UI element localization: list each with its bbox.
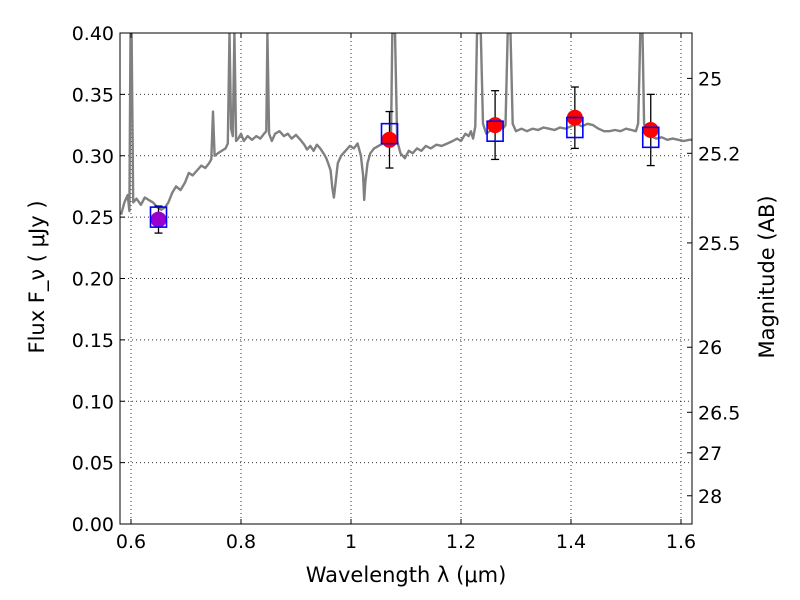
y-tick-label: 0.35: [72, 84, 114, 106]
model-band-marker: [641, 126, 660, 149]
plot-frame: [119, 32, 693, 525]
grid-lines: [120, 32, 692, 525]
model-band-marker: [566, 116, 584, 139]
model-spectrum: [120, 33, 692, 216]
y-tick-label: 0.30: [72, 146, 114, 168]
y-tick-label: 0.10: [72, 391, 114, 413]
observed-point: [150, 211, 167, 228]
right-tick-label: 26: [698, 337, 722, 359]
x-tick-label: 1: [345, 531, 357, 553]
x-tick-label: 1.2: [446, 531, 476, 553]
y-axis-label: Flux F_ν ( μJy ): [25, 200, 50, 353]
right-tick-label: 28: [698, 486, 722, 508]
x-tick-label: 0.8: [226, 531, 256, 553]
y-tick-label: 0.40: [72, 23, 114, 45]
model-band-marker: [486, 120, 504, 142]
right-tick-label: 25.5: [698, 233, 740, 255]
right-axis-label: Magnitude (AB): [755, 195, 779, 358]
observed-points: [150, 86, 659, 234]
x-tick-label: 1.6: [666, 531, 696, 553]
right-tick-label: 25: [698, 68, 722, 90]
observed-point: [381, 131, 398, 148]
right-tick-label: 27: [698, 443, 722, 465]
right-tick-label: 26.5: [698, 402, 740, 424]
y-tick-label: 0.15: [72, 330, 114, 352]
tick-labels: 0.6 0.8 1 1.2 1.4 1.6 0.00 0.05 0.10 0.15 0.20 0.25…: [72, 23, 741, 553]
model-band-marker: [149, 206, 168, 228]
x-axis-label: Wavelength λ (μm): [306, 563, 507, 587]
axis-ticks: [120, 32, 692, 525]
x-tick-label: 1.4: [556, 531, 586, 553]
y-tick-label: 0.20: [72, 269, 114, 291]
y-tick-label: 0.00: [72, 514, 114, 536]
y-tick-label: 0.25: [72, 207, 114, 229]
model-band-marker: [380, 122, 399, 145]
spectrum-line: [120, 33, 692, 216]
observed-point: [642, 121, 659, 138]
right-tick-label: 25.2: [698, 143, 740, 165]
y-tick-label: 0.05: [72, 453, 114, 475]
x-tick-label: 0.6: [116, 531, 146, 553]
model-band-points: [149, 116, 660, 228]
observed-point: [487, 117, 504, 134]
